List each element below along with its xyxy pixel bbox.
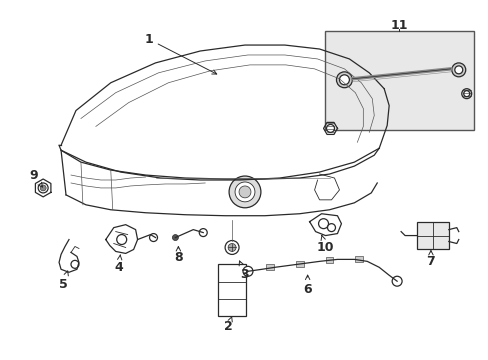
Text: 7: 7 (426, 251, 434, 268)
Bar (416, 222, 448, 249)
Circle shape (463, 91, 469, 96)
Circle shape (227, 243, 236, 251)
Text: 4: 4 (114, 255, 123, 274)
Text: 6: 6 (303, 275, 311, 296)
Bar (295, 261, 303, 267)
Circle shape (327, 224, 335, 231)
Circle shape (454, 66, 462, 74)
Text: 11: 11 (389, 19, 407, 32)
Circle shape (451, 63, 465, 77)
Text: 2: 2 (224, 317, 232, 333)
Circle shape (172, 235, 178, 240)
Bar (325, 257, 333, 264)
Circle shape (235, 182, 254, 202)
Circle shape (40, 185, 46, 191)
Circle shape (336, 72, 352, 88)
Circle shape (117, 235, 126, 244)
Bar (324, 31, 473, 130)
Circle shape (243, 266, 252, 276)
Circle shape (38, 183, 48, 193)
Bar (265, 264, 273, 270)
Circle shape (224, 240, 239, 255)
Circle shape (71, 260, 79, 268)
Text: 3: 3 (239, 261, 249, 281)
Circle shape (239, 186, 250, 198)
Text: 1: 1 (144, 33, 216, 74)
Circle shape (228, 176, 261, 208)
Bar (218, 264, 245, 316)
Text: 5: 5 (59, 271, 68, 291)
Text: 8: 8 (174, 247, 183, 264)
Text: 9: 9 (29, 168, 42, 187)
Text: 10: 10 (316, 235, 334, 254)
Circle shape (391, 276, 401, 286)
Circle shape (318, 219, 328, 229)
Circle shape (326, 125, 334, 132)
Bar (355, 256, 363, 262)
Circle shape (461, 89, 471, 99)
Circle shape (339, 75, 349, 85)
